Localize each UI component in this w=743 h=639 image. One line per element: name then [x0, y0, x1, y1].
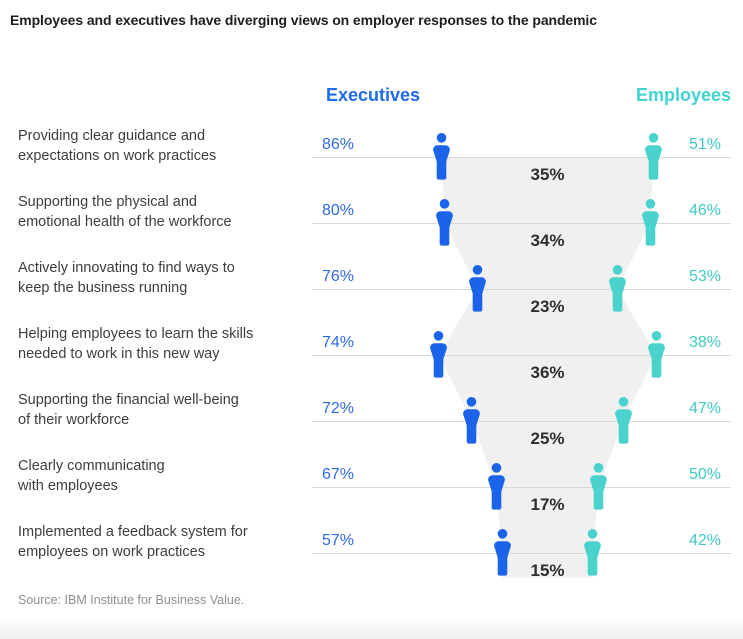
gap-value: 25%: [530, 429, 565, 448]
executives-value: 86%: [322, 136, 355, 153]
source-note: Source: IBM Institute for Business Value…: [18, 593, 245, 607]
executives-value: 74%: [322, 334, 355, 351]
executives-value: 76%: [322, 268, 355, 285]
gap-value: 15%: [530, 561, 565, 580]
employee-person-icon: [641, 199, 659, 246]
employee-person-icon: [614, 397, 632, 444]
row-line: [312, 289, 731, 290]
category-label: Helping employees to learn the skills ne…: [18, 326, 254, 362]
executives-column-header: Executives: [326, 85, 421, 105]
executives-value: 67%: [322, 466, 355, 483]
employees-value: 46%: [689, 202, 722, 219]
employees-value: 51%: [689, 136, 722, 153]
executives-value: 72%: [322, 400, 355, 417]
gap-value: 34%: [530, 231, 565, 250]
employee-person-icon: [590, 463, 608, 510]
employee-person-icon: [584, 529, 602, 576]
row-line: [312, 157, 731, 158]
category-label: Actively innovating to find ways to keep…: [18, 260, 235, 296]
category-label: Supporting the financial well-being of t…: [18, 392, 239, 428]
executive-person-icon: [430, 331, 448, 378]
gap-value: 17%: [530, 495, 565, 514]
category-label: Supporting the physical and emotional he…: [18, 194, 232, 230]
chart-title: Employees and executives have diverging …: [10, 12, 597, 28]
gap-value: 35%: [530, 165, 565, 184]
employees-column-header: Employees: [635, 85, 731, 105]
executive-person-icon: [493, 529, 511, 576]
executive-person-icon: [463, 397, 481, 444]
category-label: Implemented a feedback system for employ…: [18, 524, 248, 560]
executives-value: 80%: [322, 202, 355, 219]
employees-value: 42%: [689, 532, 722, 549]
row-line: [312, 223, 731, 224]
category-label: Clearly communicating with employees: [18, 458, 165, 494]
employee-person-icon: [644, 133, 662, 180]
gap-value: 36%: [530, 363, 565, 382]
gap-value: 23%: [530, 297, 565, 316]
executives-value: 57%: [322, 532, 355, 549]
executive-person-icon: [469, 265, 487, 312]
footer-strip: [0, 617, 743, 639]
executive-person-icon: [433, 133, 451, 180]
employees-value: 47%: [689, 400, 722, 417]
employees-value: 53%: [689, 268, 722, 285]
employee-person-icon: [647, 331, 665, 378]
category-label: Providing clear guidance and expectation…: [18, 128, 217, 164]
row-line: [312, 487, 731, 488]
executive-person-icon: [487, 463, 505, 510]
row-line: [312, 421, 731, 422]
executive-person-icon: [436, 199, 454, 246]
employee-person-icon: [608, 265, 626, 312]
employees-value: 38%: [689, 334, 722, 351]
row-line: [312, 553, 731, 554]
row-line: [312, 355, 731, 356]
employees-value: 50%: [689, 466, 722, 483]
